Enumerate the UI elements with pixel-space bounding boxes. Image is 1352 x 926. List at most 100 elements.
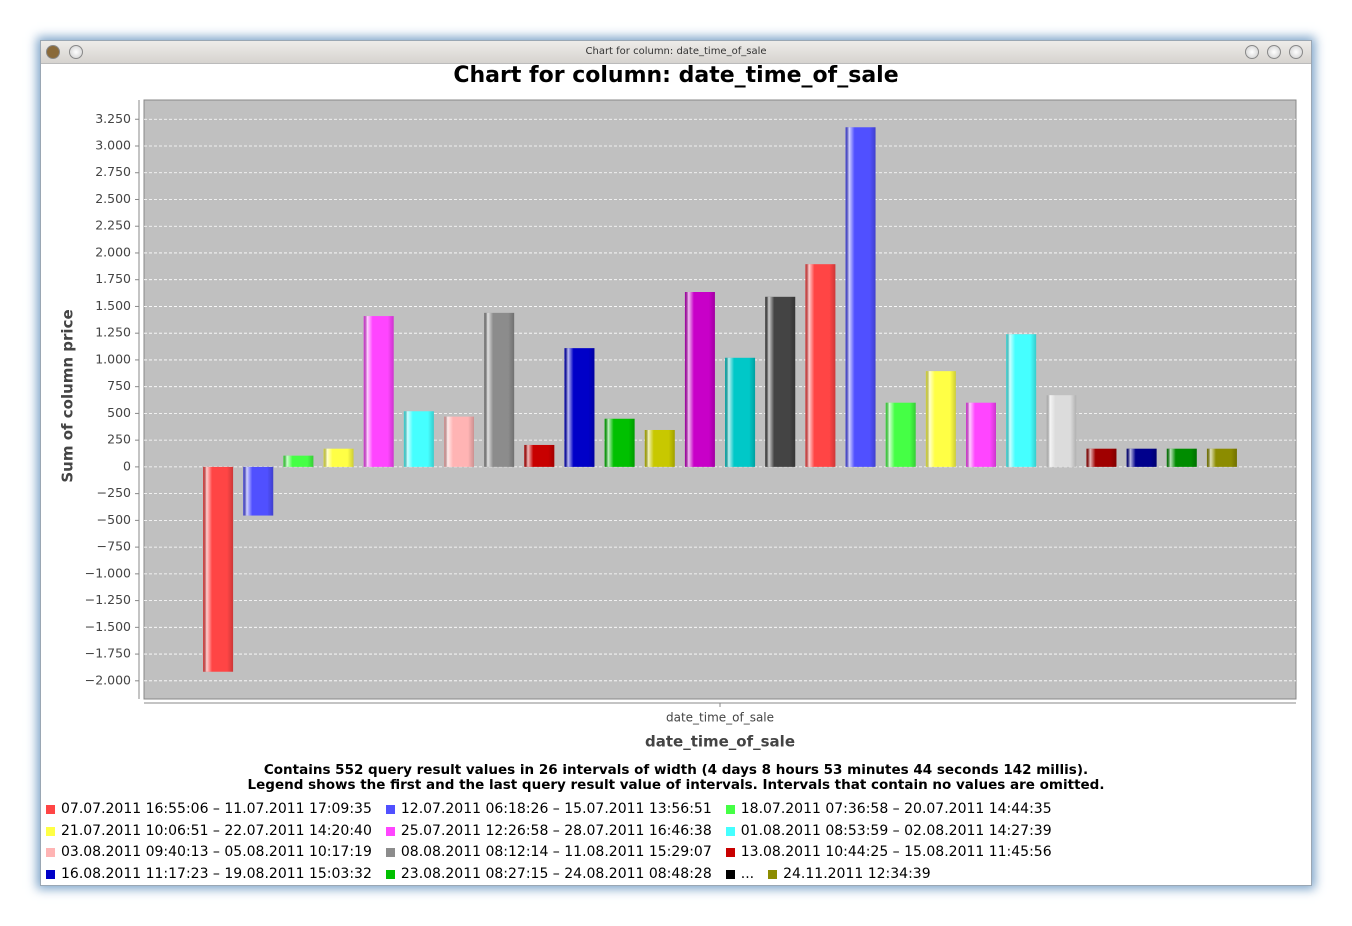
y-tick-label: 2.000 <box>95 244 131 259</box>
y-tick-label: 1.500 <box>95 298 131 313</box>
legend-swatch <box>725 805 735 815</box>
footnote-line: Contains 552 query result values in 26 i… <box>263 762 1089 778</box>
legend-swatch <box>725 848 735 858</box>
legend: 07.07.2011 16:55:06 – 11.07.2011 17:09:3… <box>46 799 1308 885</box>
minimize-button[interactable] <box>1245 45 1259 59</box>
bar-shine <box>925 371 956 467</box>
chart-title: Chart for column: date_time_of_sale <box>453 63 898 88</box>
bar-shine <box>765 296 796 467</box>
footnote-line: Legend shows the first and the last quer… <box>247 777 1105 793</box>
bar-shine <box>1046 395 1077 467</box>
legend-label: 08.08.2011 08:12:14 – 11.08.2011 15:29:0… <box>400 844 712 860</box>
legend-swatch <box>46 848 55 858</box>
y-tick-label: −1.750 <box>85 646 131 661</box>
bar-shine <box>1166 448 1197 467</box>
bar-shine <box>684 292 715 467</box>
y-tick-label: −1.500 <box>85 619 131 634</box>
legend-item: 21.07.2011 10:06:51 – 22.07.2011 14:20:4… <box>46 821 372 843</box>
legend-item: 12.07.2011 06:18:26 – 15.07.2011 13:56:5… <box>385 799 712 821</box>
y-tick-label: 500 <box>107 405 131 420</box>
bar-shine <box>644 429 675 467</box>
y-axis-label: Sum of column price <box>59 309 77 482</box>
legend-label: 13.08.2011 10:44:25 – 15.08.2011 11:45:5… <box>740 844 1052 860</box>
y-tick-label: 2.750 <box>95 164 131 179</box>
legend-swatch <box>725 869 735 879</box>
y-tick-label: −1.000 <box>85 565 131 580</box>
legend-label: 21.07.2011 10:06:51 – 22.07.2011 14:20:4… <box>61 822 372 839</box>
legend-item: ... <box>725 864 754 886</box>
x-axis-label: date_time_of_sale <box>645 733 795 751</box>
legend-item: 23.08.2011 08:27:15 – 24.08.2011 08:48:2… <box>385 864 712 886</box>
bar-shine <box>203 466 234 672</box>
legend-item: 01.08.2011 08:53:59 – 02.08.2011 14:27:3… <box>725 821 1052 843</box>
bar-shine <box>524 444 555 467</box>
y-tick-label: 750 <box>107 378 131 393</box>
bar-shine <box>1006 334 1037 467</box>
legend-label: 18.07.2011 07:36:58 – 20.07.2011 14:44:3… <box>740 801 1052 817</box>
bar-shine <box>564 348 595 467</box>
bar-shine <box>403 411 434 467</box>
bar-shine <box>966 402 996 467</box>
y-tick-label: −500 <box>97 512 131 527</box>
footnote: Contains 552 query result values in 26 i… <box>41 763 1311 793</box>
legend-item: 03.08.2011 09:40:13 – 05.08.2011 10:17:1… <box>46 842 372 864</box>
y-tick-label: −1.250 <box>85 592 131 607</box>
bar-shine <box>1086 448 1117 467</box>
bar-shine <box>725 357 756 467</box>
y-tick-label: 1.250 <box>95 325 131 340</box>
bar-shine <box>363 316 394 467</box>
legend-swatch <box>385 848 395 858</box>
bar-shine <box>283 455 314 467</box>
legend-swatch <box>725 826 735 836</box>
y-tick-label: 3.000 <box>95 137 131 152</box>
y-tick-label: 1.750 <box>95 271 131 286</box>
bar-shine <box>1126 448 1157 467</box>
bar-shine <box>323 448 354 467</box>
legend-item: 24.11.2011 12:34:39 <box>768 864 931 886</box>
legend-item: 16.08.2011 11:17:23 – 19.08.2011 15:03:3… <box>46 864 372 886</box>
bar-shine <box>484 312 515 467</box>
legend-label: 25.07.2011 12:26:58 – 28.07.2011 16:46:3… <box>400 822 712 839</box>
legend-swatch <box>46 826 55 836</box>
plot-area <box>143 99 1297 700</box>
title-bar: Chart for column: date_time_of_sale <box>41 41 1311 64</box>
window-title: Chart for column: date_time_of_sale <box>585 46 767 57</box>
legend-item: 07.07.2011 16:55:06 – 11.07.2011 17:09:3… <box>46 799 372 821</box>
bar-shine <box>885 402 916 467</box>
legend-swatch <box>46 805 55 815</box>
legend-swatch <box>46 869 55 879</box>
y-tick-label: −2.000 <box>85 672 131 687</box>
maximize-button[interactable] <box>1267 45 1281 59</box>
y-tick-label: 2.500 <box>95 191 131 206</box>
close-button[interactable] <box>1289 45 1303 59</box>
bar-shine <box>444 416 474 467</box>
legend-item: 08.08.2011 08:12:14 – 11.08.2011 15:29:0… <box>385 842 712 864</box>
y-tick-label: −250 <box>97 485 131 500</box>
bar-shine <box>805 264 836 467</box>
legend-label: 24.11.2011 12:34:39 <box>783 865 931 882</box>
bar-shine <box>604 418 635 467</box>
legend-label: 03.08.2011 09:40:13 – 05.08.2011 10:17:1… <box>61 844 372 860</box>
legend-label: 01.08.2011 08:53:59 – 02.08.2011 14:27:3… <box>740 822 1052 839</box>
legend-item: 13.08.2011 10:44:25 – 15.08.2011 11:45:5… <box>725 842 1052 864</box>
legend-swatch <box>385 869 395 879</box>
x-tick-label: date_time_of_sale <box>666 711 774 725</box>
legend-swatch <box>385 826 395 836</box>
y-tick-label: −750 <box>97 539 131 554</box>
legend-label: 23.08.2011 08:27:15 – 24.08.2011 08:48:2… <box>400 865 712 882</box>
legend-item: 25.07.2011 12:26:58 – 28.07.2011 16:46:3… <box>385 821 712 843</box>
legend-swatch <box>385 805 395 815</box>
y-tick-label: 250 <box>107 432 131 447</box>
app-icon <box>46 45 60 59</box>
menu-button[interactable] <box>69 45 83 59</box>
bar-shine <box>845 127 876 467</box>
legend-item: 18.07.2011 07:36:58 – 20.07.2011 14:44:3… <box>725 799 1052 821</box>
y-tick-label: 3.250 <box>95 111 131 126</box>
bar-shine <box>243 466 274 516</box>
y-tick-label: 1.000 <box>95 351 131 366</box>
y-tick-label: 2.250 <box>95 218 131 233</box>
legend-label: 12.07.2011 06:18:26 – 15.07.2011 13:56:5… <box>400 801 712 817</box>
y-tick-label: 0 <box>123 458 131 473</box>
